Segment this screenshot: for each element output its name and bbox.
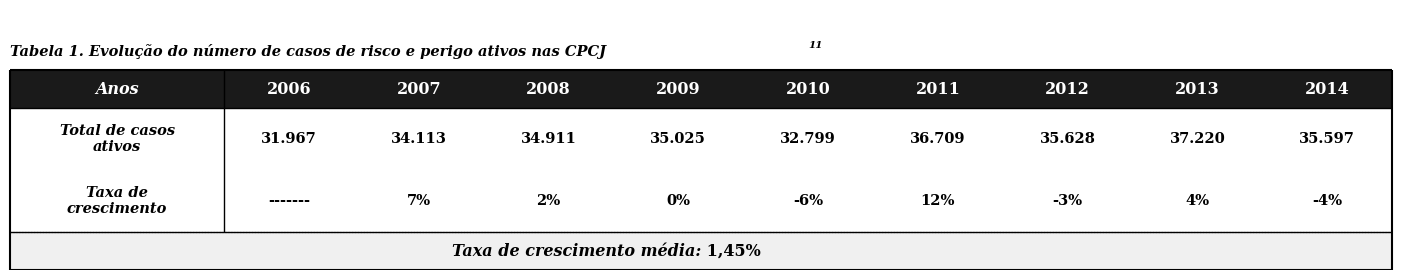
Text: 2007: 2007 — [397, 80, 442, 97]
Text: Tabela 1. Evolução do número de casos de risco e perigo ativos nas CPCJ: Tabela 1. Evolução do número de casos de… — [10, 44, 606, 59]
Text: 2006: 2006 — [266, 80, 311, 97]
Text: 35.025: 35.025 — [651, 132, 707, 146]
Text: Taxa de
crescimento: Taxa de crescimento — [67, 186, 167, 216]
Text: 34.911: 34.911 — [520, 132, 576, 146]
Text: 0%: 0% — [666, 194, 690, 208]
Text: 34.113: 34.113 — [391, 132, 447, 146]
Text: -------: ------- — [268, 194, 310, 208]
Text: 2008: 2008 — [526, 80, 571, 97]
Text: 2014: 2014 — [1305, 80, 1350, 97]
Text: 1,45%: 1,45% — [701, 242, 761, 259]
Text: 2012: 2012 — [1044, 80, 1089, 97]
Text: 31.967: 31.967 — [261, 132, 317, 146]
Text: 2013: 2013 — [1175, 80, 1220, 97]
Text: 35.628: 35.628 — [1040, 132, 1095, 146]
Bar — [10, 232, 1392, 270]
Text: 2011: 2011 — [916, 80, 960, 97]
Text: 32.799: 32.799 — [781, 132, 836, 146]
Text: 35.597: 35.597 — [1300, 132, 1356, 146]
Text: 4%: 4% — [1185, 194, 1210, 208]
Text: 37.220: 37.220 — [1169, 132, 1225, 146]
Bar — [10, 170, 1392, 232]
Text: 2009: 2009 — [656, 80, 701, 97]
Text: 2010: 2010 — [785, 80, 830, 97]
Text: Taxa de crescimento média:: Taxa de crescimento média: — [451, 242, 701, 259]
Bar — [10, 70, 1392, 108]
Text: 36.709: 36.709 — [910, 132, 966, 146]
Text: 7%: 7% — [407, 194, 430, 208]
Text: 12%: 12% — [921, 194, 955, 208]
Text: -3%: -3% — [1053, 194, 1082, 208]
Text: 2%: 2% — [537, 194, 561, 208]
Text: -4%: -4% — [1312, 194, 1342, 208]
Text: Anos: Anos — [95, 80, 139, 97]
Bar — [10, 108, 1392, 170]
Text: 11: 11 — [809, 41, 823, 50]
Text: Total de casos
ativos: Total de casos ativos — [59, 124, 175, 154]
Text: -6%: -6% — [794, 194, 823, 208]
